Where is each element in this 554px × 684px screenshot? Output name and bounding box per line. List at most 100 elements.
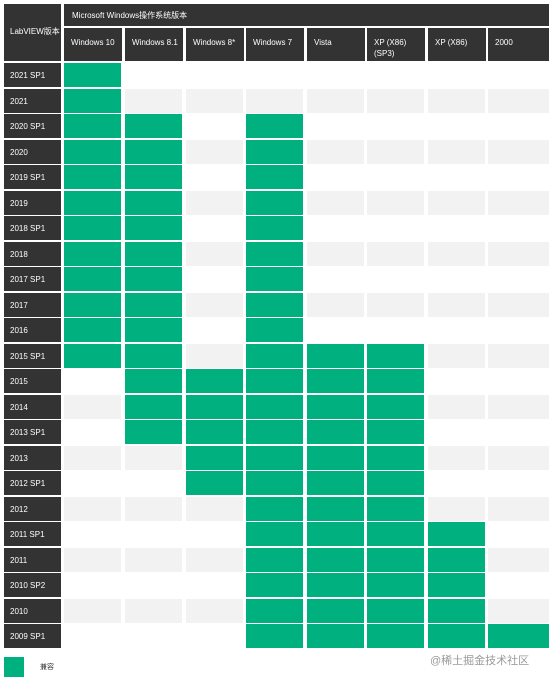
compatibility-cell-empty [186,63,243,87]
compatibility-cell-empty [367,114,424,138]
compatibility-cell-compatible [64,267,121,291]
compatibility-cell-compatible [428,522,485,546]
compatibility-cell-compatible [428,624,485,648]
compatibility-cell-compatible [186,420,243,444]
compatibility-cell-compatible [186,446,243,470]
labview-version-row-header: 2012 SP1 [4,471,61,495]
compatibility-cell-compatible [307,369,364,393]
compatibility-cell-compatible [307,599,364,623]
compatibility-cell-compatible [246,318,303,342]
os-column-header: Windows 7 [246,28,304,61]
compatibility-cell-empty [186,89,243,113]
os-column-header: 2000 [488,28,549,61]
compatibility-cell-compatible [307,446,364,470]
compatibility-cell-empty [428,446,485,470]
compatibility-cell-compatible [125,395,182,419]
compatibility-cell-empty [186,165,243,189]
compatibility-cell-compatible [307,573,364,597]
compatibility-cell-compatible [246,369,303,393]
compatibility-cell-empty [488,63,549,87]
compatibility-cell-empty [428,216,485,240]
compatibility-cell-empty [125,548,182,572]
compatibility-cell-compatible [307,395,364,419]
compatibility-cell-empty [428,140,485,164]
compatibility-cell-compatible [307,497,364,521]
os-column-header: XP (X86) [428,28,486,61]
compatibility-cell-empty [186,344,243,368]
compatibility-cell-compatible [246,140,303,164]
compatibility-cell-empty [488,522,549,546]
compatibility-cell-empty [428,293,485,317]
labview-version-row-header: 2021 [4,89,61,113]
compatibility-cell-empty [488,89,549,113]
compatibility-cell-compatible [246,471,303,495]
compatibility-cell-empty [367,293,424,317]
compatibility-cell-compatible [246,191,303,215]
compatibility-cell-empty [488,548,549,572]
compatibility-cell-empty [125,522,182,546]
compatibility-cell-empty [186,497,243,521]
compatibility-cell-compatible [428,599,485,623]
labview-version-row-header: 2015 [4,369,61,393]
compatibility-cell-empty [428,344,485,368]
labview-version-row-header: 2010 [4,599,61,623]
compatibility-cell-compatible [246,216,303,240]
compatibility-cell-empty [488,242,549,266]
compatibility-cell-compatible [64,318,121,342]
compatibility-cell-compatible [307,548,364,572]
labview-version-row-header: 2016 [4,318,61,342]
compatibility-cell-compatible [246,395,303,419]
compatibility-cell-empty [64,420,121,444]
compatibility-cell-empty [64,446,121,470]
compatibility-cell-empty [488,216,549,240]
os-column-header: XP (X86) (SP3) [367,28,425,61]
labview-version-row-header: 2010 SP2 [4,573,61,597]
compatibility-cell-empty [488,471,549,495]
compatibility-cell-empty [488,446,549,470]
compatibility-cell-empty [367,267,424,291]
compatibility-cell-compatible [246,293,303,317]
labview-version-row-header: 2021 SP1 [4,63,61,87]
compatibility-cell-compatible [367,522,424,546]
compatibility-cell-empty [64,369,121,393]
compatibility-cell-compatible [367,395,424,419]
compatibility-cell-compatible [367,497,424,521]
compatibility-cell-empty [428,471,485,495]
compatibility-cell-compatible [307,624,364,648]
compatibility-cell-empty [428,267,485,291]
compatibility-cell-compatible [64,242,121,266]
compatibility-cell-empty [125,599,182,623]
compatibility-cell-empty [428,242,485,266]
windows-os-group-header: Microsoft Windows操作系统版本 [64,4,549,26]
compatibility-cell-compatible [488,624,549,648]
compatibility-cell-empty [125,624,182,648]
compatibility-cell-compatible [307,420,364,444]
compatibility-cell-empty [186,140,243,164]
compatibility-cell-empty [488,497,549,521]
compatibility-cell-empty [488,114,549,138]
labview-version-row-header: 2013 SP1 [4,420,61,444]
compatibility-cell-empty [307,89,364,113]
compatibility-cell-compatible [428,548,485,572]
labview-version-row-header: 2017 [4,293,61,317]
compatibility-cell-empty [428,63,485,87]
compatibility-cell-compatible [64,165,121,189]
labview-version-row-header: 2018 [4,242,61,266]
watermark: @稀土掘金技术社区 [430,655,530,667]
compatibility-cell-compatible [367,471,424,495]
labview-version-row-header: 2020 [4,140,61,164]
compatibility-cell-empty [186,624,243,648]
labview-version-row-header: 2011 SP1 [4,522,61,546]
compatibility-cell-compatible [64,89,121,113]
compatibility-cell-empty [428,395,485,419]
compatibility-cell-empty [307,242,364,266]
compatibility-cell-empty [428,191,485,215]
compatibility-cell-compatible [428,573,485,597]
compatibility-cell-empty [488,267,549,291]
compatibility-cell-compatible [64,191,121,215]
compatibility-cell-compatible [64,114,121,138]
compatibility-cell-empty [307,140,364,164]
compatibility-cell-compatible [246,624,303,648]
compatibility-cell-empty [428,89,485,113]
compatibility-cell-empty [428,318,485,342]
